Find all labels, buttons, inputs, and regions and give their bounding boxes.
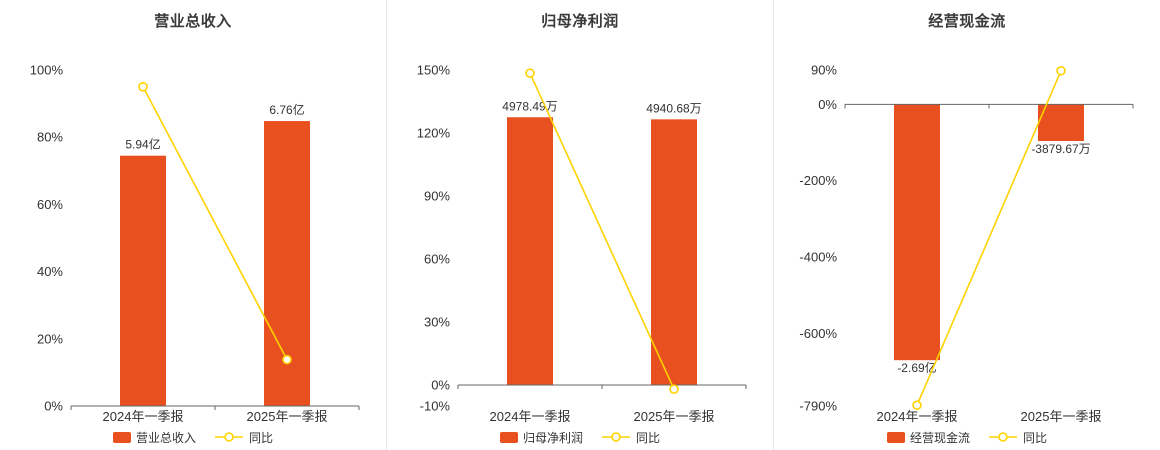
chart-title-cash-flow: 经营现金流 [928,12,1006,30]
legend-item-net-profit-yoy[interactable]: 同比 [601,429,660,446]
legend-label: 同比 [249,430,274,445]
chart-panel-cash-flow: 经营现金流 90% 0% -200% -400% -600% -790% -2.69亿 -38… [773,0,1160,450]
x-axis-label: 2025年一季报 [1021,409,1102,424]
y-tick-label: 0% [44,399,63,414]
bar-value-label: 4978.49万 [502,99,557,113]
y-tick-label: 90% [811,63,837,78]
legend-item-cash-flow-yoy[interactable]: 同比 [988,429,1047,446]
legend-item-revenue-yoy[interactable]: 同比 [214,429,273,446]
legend-label: 同比 [1023,430,1048,445]
y-tick-label: -10% [420,399,451,414]
chart-panel-net-profit: 归母净利润 150% 120% 90% 60% 30% 0% -10% 4978.49万 494… [386,0,773,450]
chart-panel-revenue: 营业总收入 100% 80% 60% 40% 20% 0% 5.94亿 6.76亿 2024年一… [0,0,386,450]
x-axis-label: 2025年一季报 [634,409,715,424]
cash-flow-chart-canvas: 90% 0% -200% -400% -600% -790% -2.69亿 -3879.67万… [799,63,1134,424]
bar-value-label: -3879.67万 [1031,142,1090,156]
y-tick-label: -400% [799,250,837,265]
legend-label: 营业总收入 [135,430,196,445]
x-axis-label: 2025年一季报 [247,409,328,424]
bar-2025年一季报[interactable] [651,119,697,385]
y-tick-label: 60% [37,197,63,212]
legend-label: 同比 [636,430,661,445]
legend-item-revenue-bar[interactable]: 营业总收入 [112,429,196,446]
y-tick-label: 0% [431,378,450,393]
yoy-line [142,86,288,361]
chart-title-revenue: 营业总收入 [154,12,232,30]
yoy-line-marker-2024年一季报[interactable] [138,81,148,92]
yoy-line [529,72,675,390]
y-tick-label: 20% [37,331,63,346]
y-tick-label: 0% [818,97,837,112]
legend-item-cash-flow-bar[interactable]: 经营现金流 [886,429,970,446]
revenue-chart-canvas: 100% 80% 60% 40% 20% 0% 5.94亿 6.76亿 2024年一季报 2025… [30,63,360,424]
revenue-legend: 营业总收入 同比 [0,424,386,450]
net-profit-legend: 归母净利润 同比 [387,424,773,450]
yoy-line-marker-2024年一季报[interactable] [912,400,922,411]
cash-flow-legend: 经营现金流 同比 [774,424,1160,450]
yoy-line [916,70,1062,406]
bar-value-label: 6.76亿 [269,102,304,117]
x-axis-label: 2024年一季报 [877,409,958,424]
bar-2025年一季报[interactable] [1038,104,1084,142]
y-tick-label: -200% [799,173,837,188]
y-tick-label: -600% [799,326,837,341]
chart-title-net-profit: 归母净利润 [541,12,619,30]
y-tick-label: 80% [37,130,63,145]
line-series-marker-icon [989,432,1017,442]
y-tick-label: 150% [417,63,451,78]
bar-series-swatch-icon [112,431,131,443]
bar-2024年一季报[interactable] [894,104,940,361]
legend-label: 经营现金流 [909,430,970,445]
net-profit-chart-canvas: 150% 120% 90% 60% 30% 0% -10% 4978.49万 4940.68万 2… [417,63,747,424]
y-tick-label: 30% [424,315,450,330]
yoy-line-marker-2025年一季报[interactable] [282,354,292,365]
x-axis-label: 2024年一季报 [103,409,184,424]
bar-value-label: -2.69亿 [897,360,936,375]
bar-2024年一季报[interactable] [507,117,553,385]
legend-label: 归母净利润 [522,430,583,445]
bar-2024年一季报[interactable] [120,155,166,406]
y-tick-label: 60% [424,252,450,267]
bar-series-swatch-icon [886,431,905,443]
bar-value-label: 4940.68万 [646,101,701,115]
y-tick-label: 40% [37,264,63,279]
line-series-marker-icon [215,432,243,442]
y-tick-label: 100% [30,63,64,78]
y-tick-label: 90% [424,189,450,204]
yoy-line-marker-2025年一季报[interactable] [1056,65,1066,76]
y-tick-label: -790% [799,399,837,414]
x-axis-label: 2024年一季报 [490,409,571,424]
bar-value-label: 5.94亿 [125,137,160,152]
yoy-line-marker-2025年一季报[interactable] [669,384,679,395]
bar-series-swatch-icon [499,431,518,443]
line-series-marker-icon [602,432,630,442]
y-tick-label: 120% [417,126,451,141]
legend-item-net-profit-bar[interactable]: 归母净利润 [499,429,583,446]
yoy-line-marker-2024年一季报[interactable] [525,68,535,78]
